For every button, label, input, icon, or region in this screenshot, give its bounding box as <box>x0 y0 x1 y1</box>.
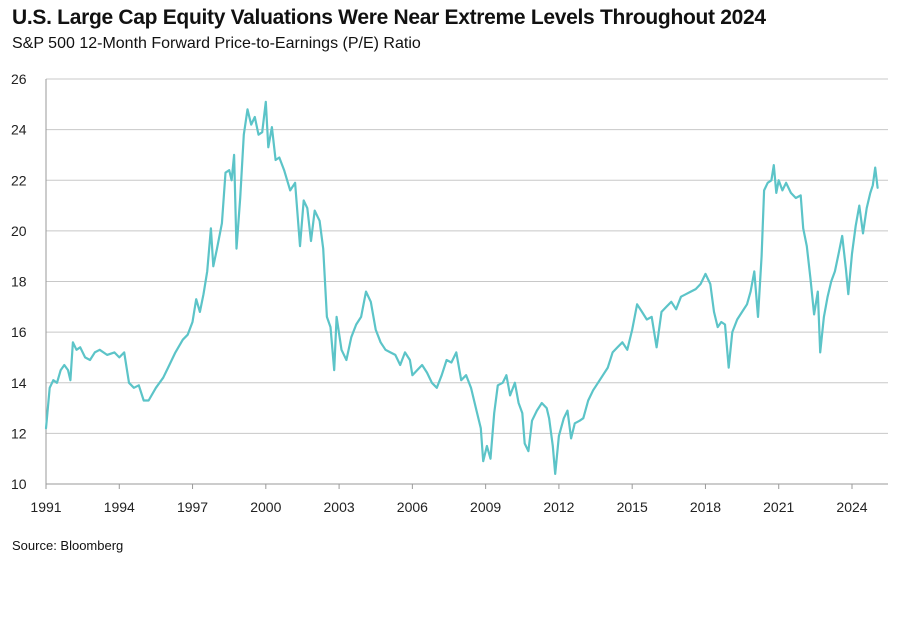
x-tick-label: 1994 <box>104 499 135 515</box>
y-tick-label: 12 <box>11 425 27 441</box>
x-tick-labels: 1991 1994 1997 2000 2003 2006 2009 2012 2015 2018… <box>30 499 867 515</box>
y-tick-label: 24 <box>11 122 27 138</box>
x-tick-label: 2006 <box>397 499 428 515</box>
x-tick-label: 2009 <box>470 499 501 515</box>
x-tick-label: 2003 <box>324 499 355 515</box>
y-tick-label: 18 <box>11 274 27 290</box>
x-tick-label: 2000 <box>250 499 281 515</box>
x-tick-label: 1997 <box>177 499 208 515</box>
series-line <box>44 100 879 475</box>
chart-subtitle: S&P 500 12-Month Forward Price-to-Earnin… <box>12 35 421 52</box>
line-chart: 10 12 14 16 18 20 22 24 26 1991 1994 1997 2000 2003 2… <box>11 71 888 515</box>
source-note: Source: Bloomberg <box>12 538 124 553</box>
y-tick-label: 22 <box>11 172 27 188</box>
x-tick-label: 2012 <box>543 499 574 515</box>
x-tick-label: 2018 <box>690 499 721 515</box>
y-tick-label: 20 <box>11 223 27 239</box>
y-tick-label: 26 <box>11 71 27 87</box>
y-tick-label: 14 <box>11 375 27 391</box>
x-tick-label: 1991 <box>30 499 61 515</box>
x-tick-label: 2021 <box>763 499 794 515</box>
y-grid <box>45 78 888 485</box>
y-tick-labels: 10 12 14 16 18 20 22 24 26 <box>11 71 27 492</box>
series-layer <box>44 100 879 475</box>
chart-title: U.S. Large Cap Equity Valuations Were Ne… <box>12 6 766 29</box>
x-ticks <box>45 484 853 489</box>
x-tick-label: 2015 <box>617 499 648 515</box>
y-tick-label: 16 <box>11 324 27 340</box>
x-tick-label: 2024 <box>836 499 867 515</box>
y-tick-label: 10 <box>11 476 27 492</box>
